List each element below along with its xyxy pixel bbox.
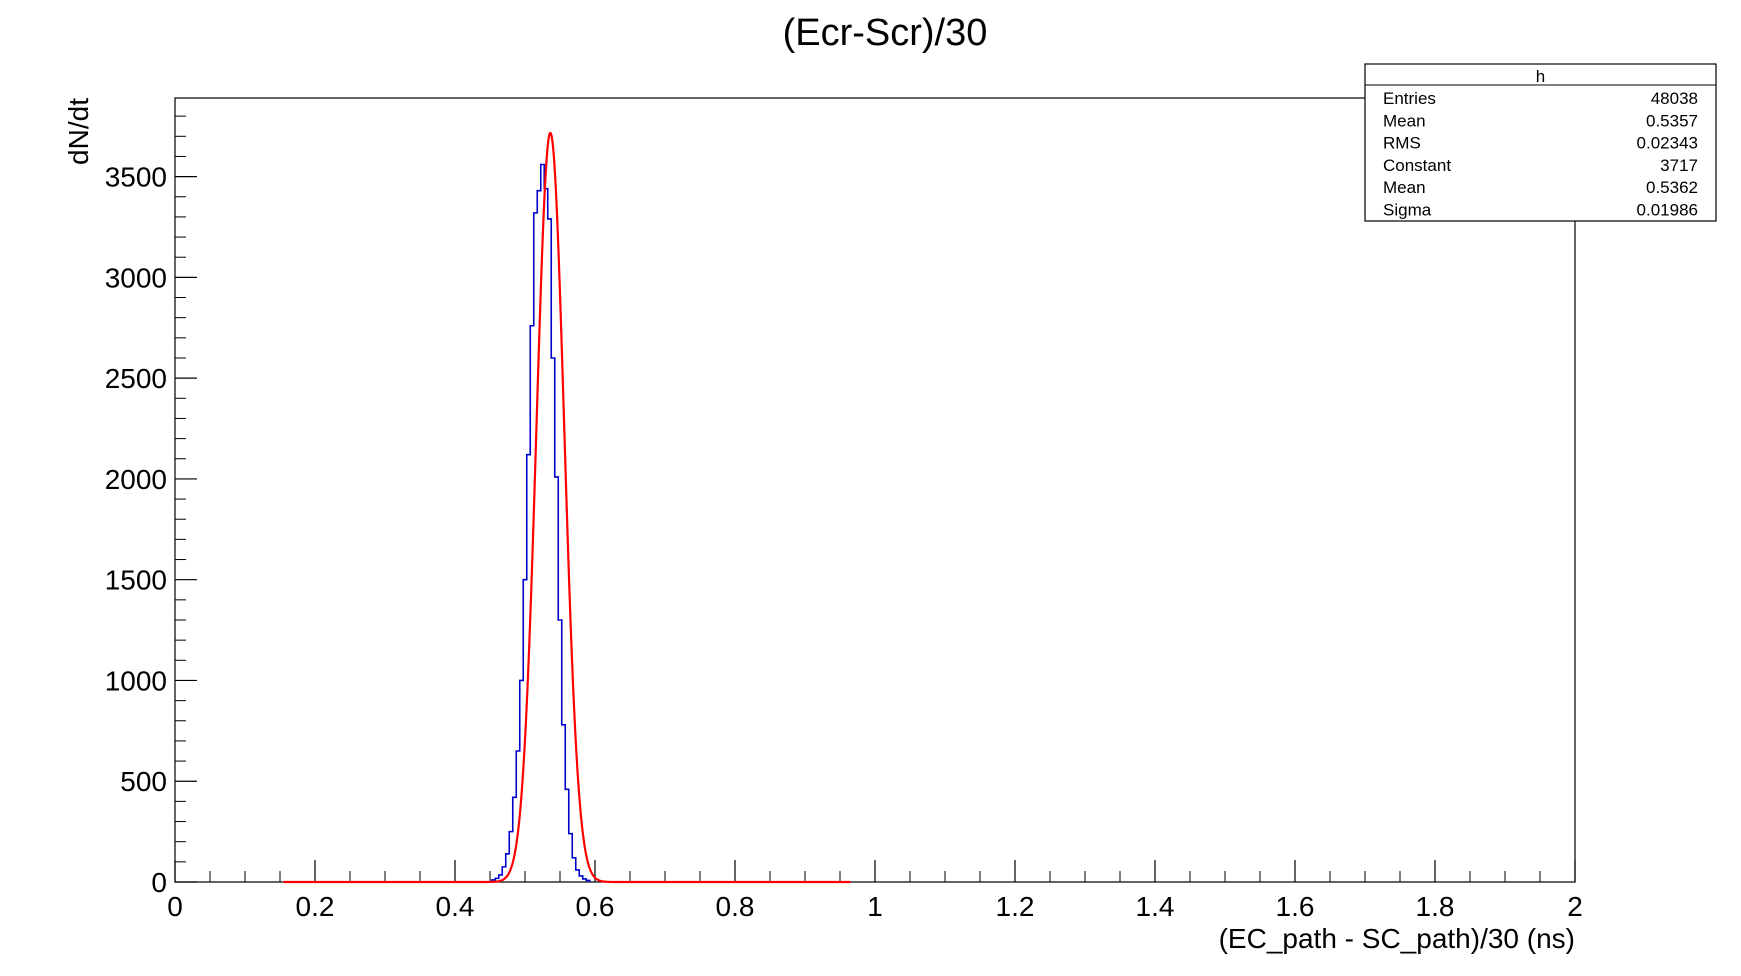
fit-curve bbox=[283, 131, 851, 884]
stats-box-title: h bbox=[1536, 67, 1545, 86]
y-tick-label: 2000 bbox=[105, 464, 167, 495]
x-tick-label: 0.2 bbox=[296, 891, 335, 922]
x-tick-label: 1.2 bbox=[996, 891, 1035, 922]
stats-row-value: 0.02343 bbox=[1637, 134, 1698, 153]
y-axis-label: dN/dt bbox=[63, 98, 94, 165]
stats-row-label: Mean bbox=[1383, 111, 1426, 130]
chart-title: (Ecr-Scr)/30 bbox=[783, 12, 988, 54]
y-tick-label: 0 bbox=[151, 867, 167, 898]
stats-box-frame bbox=[1364, 63, 1717, 222]
x-tick-label: 2 bbox=[1567, 891, 1583, 922]
stats-row-value: 48038 bbox=[1651, 89, 1698, 108]
histogram-series bbox=[490, 163, 591, 882]
y-tick-label: 1500 bbox=[105, 565, 167, 596]
stats-box-rows: Entries 48038 Mean 0.5357 RMS 0.02343 Constant… bbox=[1383, 89, 1698, 220]
y-tick-label: 1000 bbox=[105, 665, 167, 696]
gaussian-fit-series bbox=[283, 131, 851, 884]
y-tick-label: 3500 bbox=[105, 162, 167, 193]
stats-row-label: RMS bbox=[1383, 134, 1421, 153]
x-tick-label: 0 bbox=[167, 891, 183, 922]
stats-row-label: Mean bbox=[1383, 178, 1426, 197]
y-tick-label: 2500 bbox=[105, 363, 167, 394]
x-axis-ticks: 0 0.2 0.4 0.6 0.8 1 1.2 1.4 1.6 1.8 2 bbox=[167, 860, 1583, 922]
y-tick-label: 500 bbox=[120, 766, 167, 797]
x-tick-label: 1.8 bbox=[1416, 891, 1455, 922]
stats-row-value: 0.01986 bbox=[1637, 201, 1698, 220]
x-tick-label: 1.6 bbox=[1276, 891, 1315, 922]
histogram-steps bbox=[490, 163, 591, 882]
stats-row-value: 0.5362 bbox=[1646, 178, 1698, 197]
x-tick-label: 1.4 bbox=[1136, 891, 1175, 922]
x-axis-label: (EC_path - SC_path)/30 (ns) bbox=[1219, 923, 1575, 954]
x-tick-label: 0.6 bbox=[576, 891, 615, 922]
y-tick-label: 3000 bbox=[105, 262, 167, 293]
y-axis-ticks: 0 500 1000 1500 2000 2500 3000 3500 bbox=[105, 115, 197, 898]
stats-row-label: Constant bbox=[1383, 156, 1451, 175]
x-tick-label: 1 bbox=[867, 891, 883, 922]
stats-box: h Entries 48038 Mean 0.5357 RMS 0.02343 Consta… bbox=[1364, 63, 1717, 222]
x-tick-label: 0.4 bbox=[436, 891, 475, 922]
stats-row-label: Entries bbox=[1383, 89, 1436, 108]
stats-row-label: Sigma bbox=[1383, 201, 1432, 220]
stats-row-value: 0.5357 bbox=[1646, 111, 1698, 130]
x-tick-label: 0.8 bbox=[716, 891, 755, 922]
stats-row-value: 3717 bbox=[1660, 156, 1698, 175]
